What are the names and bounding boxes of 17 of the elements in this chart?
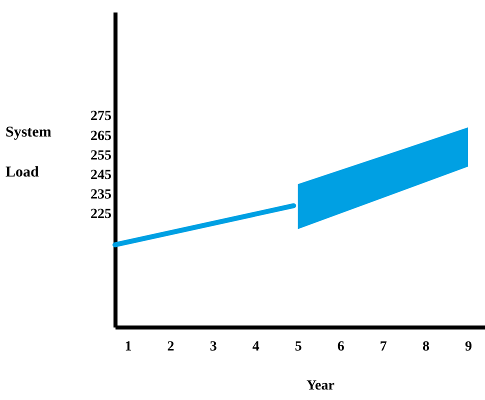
text: System Load [6, 124, 52, 180]
y-tick-label: 275 [90, 109, 112, 124]
y-tick-label: 235 [90, 187, 112, 202]
x-tick-label: 5 [294, 340, 302, 354]
x-tick-label: 8 [422, 340, 430, 354]
y-tick-label: 265 [90, 128, 112, 144]
x-tick-label: 4 [252, 340, 260, 354]
x-tick-label: 2 [167, 340, 174, 354]
x-tick-label: 3 [210, 340, 217, 354]
x-tick-label: 9 [464, 340, 472, 354]
y-tick-label: 245 [90, 168, 112, 183]
x-tick-label: 6 [337, 340, 344, 354]
x-axis-title: Year [306, 378, 334, 394]
y-tick-label: 225 [90, 207, 112, 222]
x-tick-label: 1 [124, 340, 132, 354]
y-tick-label: 255 [90, 148, 112, 164]
x-tick-label: 7 [380, 340, 387, 354]
